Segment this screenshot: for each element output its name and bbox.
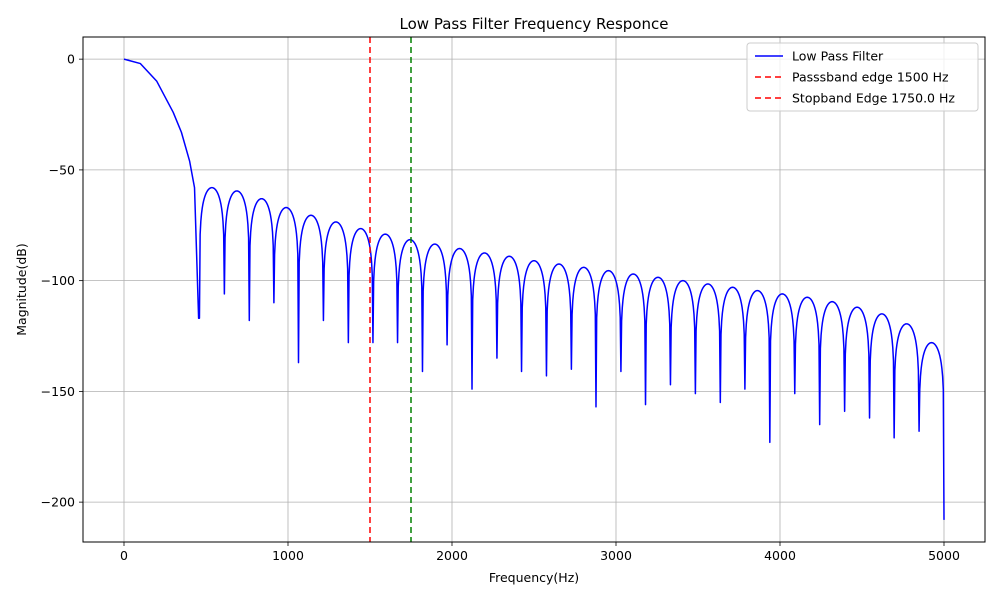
y-tick-label: −150 xyxy=(41,384,75,399)
x-tick-label: 5000 xyxy=(928,548,960,563)
chart-title: Low Pass Filter Frequency Responce xyxy=(400,15,669,33)
legend-box xyxy=(746,42,979,112)
legend-entry-passband-edge-label: Passsband edge 1500 Hz xyxy=(792,70,949,85)
x-tick-label: 1000 xyxy=(272,548,304,563)
legend-entry-stopband-edge-label: Stopband Edge 1750.0 Hz xyxy=(792,91,955,106)
legend-entry-low-pass-filter-label: Low Pass Filter xyxy=(792,49,884,64)
y-tick-label: −50 xyxy=(49,162,75,177)
y-tick-label: −200 xyxy=(41,495,75,510)
y-axis-label: Magnitude(dB) xyxy=(14,243,29,336)
series-line-low-pass-filter xyxy=(123,58,945,520)
axis-ticks: 0 1000 2000 3000 4000 5000 0 −50 −100 −150 −200 xyxy=(41,52,960,563)
x-tick-label: 0 xyxy=(120,548,128,563)
y-tick-label: 0 xyxy=(67,52,75,67)
legend: Low Pass Filter Passsband edge 1500 Hz Sto… xyxy=(746,42,979,112)
axes-frame xyxy=(82,36,986,543)
x-tick-label: 3000 xyxy=(600,548,632,563)
x-tick-label: 4000 xyxy=(764,548,796,563)
x-axis-label: Frequency(Hz) xyxy=(489,570,579,585)
x-tick-label: 2000 xyxy=(436,548,468,563)
plot-area xyxy=(123,37,945,542)
y-tick-label: −100 xyxy=(41,273,75,288)
